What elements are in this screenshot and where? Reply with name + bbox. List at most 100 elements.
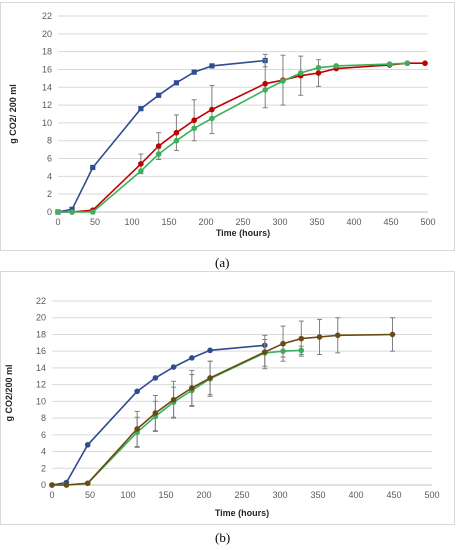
data-point-b-2-6 [189, 385, 195, 391]
y-tick-label-b-2: 4 [41, 447, 46, 457]
data-point-b-2-4 [152, 410, 159, 416]
data-point-b-2-12 [334, 332, 341, 339]
x-tick-label-a-8: 400 [346, 217, 361, 227]
data-point-a-1-11 [315, 70, 322, 76]
y-tick-label-b-4: 8 [41, 413, 46, 423]
y-tick-label-a-5: 10 [42, 118, 52, 128]
y-tick-label-a-1: 2 [47, 189, 52, 199]
x-tick-label-a-7: 350 [309, 217, 324, 227]
data-point-b-0-3 [134, 388, 140, 395]
y-tick-label-a-6: 12 [42, 100, 52, 110]
data-point-a-2-0 [55, 209, 61, 215]
y-tick-label-b-6: 12 [36, 380, 46, 390]
series-line-b-2 [52, 333, 393, 486]
y-tick-label-a-10: 20 [42, 29, 52, 39]
y-tick-label-a-2: 4 [47, 171, 52, 181]
y-tick-label-a-9: 18 [42, 47, 52, 57]
panel-label-a: (a) [215, 255, 230, 270]
x-axis-label-b: Time (hours) [215, 508, 269, 518]
data-point-a-2-7 [209, 115, 215, 122]
data-point-a-1-6 [191, 117, 197, 124]
data-point-b-2-1 [63, 482, 70, 488]
data-point-b-2-10 [298, 335, 305, 342]
data-point-b-2-7 [207, 375, 213, 381]
data-point-a-0-3 [138, 106, 144, 112]
x-tick-label-b-2: 100 [120, 490, 135, 500]
x-tick-label-a-2: 100 [124, 217, 139, 227]
data-point-a-2-4 [155, 151, 162, 157]
x-tick-label-a-0: 0 [55, 217, 60, 227]
y-tick-label-b-7: 14 [36, 363, 46, 373]
data-point-b-2-5 [170, 396, 177, 403]
data-point-a-0-4 [156, 92, 162, 98]
data-point-b-2-2 [84, 480, 91, 487]
data-point-a-2-8 [262, 87, 269, 93]
x-tick-label-a-5: 250 [235, 217, 250, 227]
data-point-a-1-7 [209, 106, 215, 113]
data-point-b-2-11 [316, 334, 323, 340]
x-tick-label-b-5: 250 [234, 490, 249, 500]
chart-a-frame [0, 2, 455, 251]
data-point-a-0-6 [191, 69, 197, 75]
y-tick-label-b-11: 22 [36, 296, 46, 306]
data-point-a-2-13 [386, 61, 393, 67]
y-tick-label-b-9: 18 [36, 329, 46, 339]
x-tick-label-b-1: 50 [85, 490, 95, 500]
y-tick-label-b-8: 16 [36, 346, 46, 356]
y-tick-label-a-7: 14 [42, 82, 52, 92]
data-point-a-1-5 [173, 129, 180, 136]
panel-label-b: (b) [215, 530, 231, 545]
data-point-a-1-8 [262, 80, 269, 87]
data-point-a-1-15 [422, 60, 428, 67]
x-tick-label-a-6: 300 [272, 217, 287, 227]
x-tick-label-a-3: 150 [161, 217, 176, 227]
data-point-a-0-2 [90, 164, 96, 171]
data-point-a-0-5 [173, 80, 179, 86]
data-point-a-2-12 [333, 63, 340, 69]
x-tick-label-a-1: 50 [90, 217, 100, 227]
data-point-a-2-3 [138, 168, 144, 174]
x-tick-label-b-10: 500 [424, 490, 439, 500]
chart-b: 0 2 4 6 8 10 12 14 16 18 20 22 0 50 100 150 200 250 300 350… [4, 296, 440, 518]
data-point-b-0-6 [189, 355, 195, 361]
x-tick-label-b-0: 0 [49, 490, 54, 500]
data-point-a-2-2 [89, 209, 96, 215]
data-point-b-0-5 [170, 364, 177, 370]
data-point-a-1-4 [155, 143, 162, 149]
y-axis-label-b: g CO2/200 ml [4, 364, 14, 421]
y-axis-label-a: g CO2/ 200 ml [8, 84, 18, 144]
data-point-b-2-13 [389, 331, 396, 338]
data-point-b-2-9 [280, 340, 286, 347]
y-tick-label-b-3: 6 [41, 430, 46, 440]
data-point-b-0-2 [84, 442, 91, 448]
x-axis-label-a: Time (hours) [216, 228, 270, 238]
data-point-a-2-11 [315, 64, 322, 71]
data-point-b-0-4 [152, 375, 159, 381]
x-tick-label-a-9: 450 [383, 217, 398, 227]
x-tick-label-b-9: 450 [386, 490, 401, 500]
x-tick-label-b-7: 350 [310, 490, 325, 500]
y-tick-label-a-11: 22 [42, 11, 52, 21]
data-point-a-2-6 [191, 125, 197, 132]
y-tick-label-a-4: 8 [47, 136, 52, 146]
data-point-a-2-5 [173, 137, 180, 144]
y-tick-label-a-3: 6 [47, 154, 52, 164]
data-point-a-1-3 [138, 161, 144, 167]
x-tick-label-a-4: 200 [198, 217, 213, 227]
data-point-a-0-7 [209, 63, 215, 69]
x-tick-label-b-6: 300 [272, 490, 287, 500]
x-tick-label-b-8: 400 [348, 490, 363, 500]
data-point-a-2-14 [404, 60, 411, 67]
y-tick-label-b-0: 0 [41, 480, 46, 490]
y-tick-label-a-0: 0 [47, 207, 52, 217]
data-point-b-2-0 [49, 482, 55, 488]
chart-a: 0 2 4 6 8 10 12 14 16 18 20 22 0 50 100 150 200 250 300 350… [8, 11, 436, 238]
data-point-b-0-7 [207, 347, 213, 354]
x-tick-label-a-10: 500 [420, 217, 435, 227]
y-tick-label-b-10: 20 [36, 313, 46, 323]
x-tick-label-b-4: 200 [196, 490, 211, 500]
data-point-b-2-3 [134, 426, 140, 432]
x-tick-label-b-3: 150 [158, 490, 173, 500]
data-point-b-2-8 [262, 349, 268, 355]
y-tick-label-a-8: 16 [42, 64, 52, 74]
